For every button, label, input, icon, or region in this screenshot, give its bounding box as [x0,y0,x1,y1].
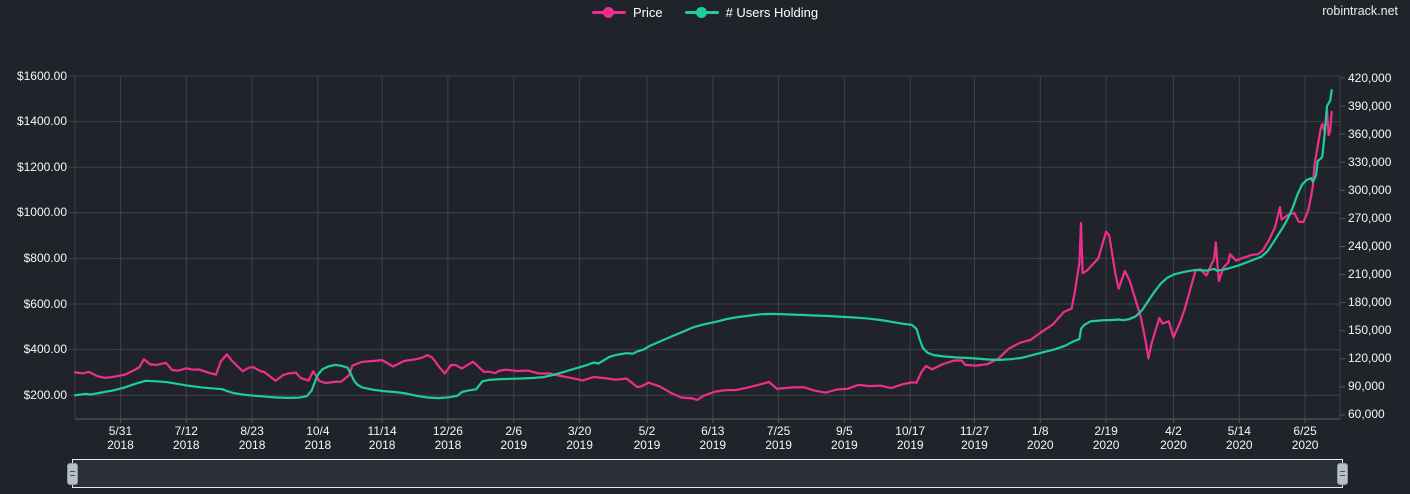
y-axis-right-label: 180,000 [1348,295,1392,310]
users-series-marker-icon [684,6,719,18]
range-selector[interactable] [67,459,1348,488]
y-axis-right-label: 300,000 [1348,182,1392,197]
series-line-users-holding [73,89,1333,400]
watermark-link[interactable]: robintrack.net [1322,4,1398,18]
y-axis-right-label: 270,000 [1348,210,1392,225]
chart-legend: Price # Users Holding [0,2,1410,22]
x-axis-label: 5/14 2020 [1225,424,1253,452]
price-series-marker-icon [591,6,626,18]
y-axis-right-label: 60,000 [1348,407,1385,422]
range-handle-right-icon[interactable] [1337,462,1348,485]
legend-label-price: Price [632,4,663,20]
y-axis-left-label: $1200.00 [16,159,67,174]
y-axis-right-label: 420,000 [1348,70,1392,85]
x-axis-label: 11/14 2018 [367,424,397,452]
y-axis-left-label: $1600.00 [16,68,67,83]
y-axis-right-label: 210,000 [1348,267,1392,282]
x-axis-label: 2/6 2019 [500,424,528,452]
x-axis-label: 10/4 2018 [304,424,332,452]
x-axis-label: 2/19 2020 [1092,424,1120,452]
y-axis-right-label: 150,000 [1348,323,1392,338]
x-axis-label: 11/27 2019 [959,424,990,452]
x-axis-label: 4/2 2020 [1160,424,1187,452]
x-axis-label: 9/5 2019 [831,424,858,452]
y-axis-right-label: 390,000 [1348,98,1392,113]
y-axis-right-label: 240,000 [1348,238,1392,253]
legend-item-users-holding[interactable]: # Users Holding [684,4,819,20]
legend-label-users-holding: # Users Holding [725,4,819,20]
x-axis-label: 5/31 2018 [107,424,134,452]
y-axis-right-label: 90,000 [1348,379,1385,394]
x-axis-label: 3/20 2019 [566,424,593,452]
x-axis-label: 8/23 2018 [238,424,266,452]
y-axis-right-label: 360,000 [1348,126,1392,141]
x-axis-label: 7/12 2018 [172,424,200,452]
y-axis-left-label: $800.00 [23,250,67,265]
x-axis-label: 7/25 2019 [765,424,792,452]
legend-item-price[interactable]: Price [591,4,663,20]
series-line-price [73,109,1333,402]
y-axis-left-label: $400.00 [23,342,67,357]
y-axis-left-label: $200.00 [23,387,67,402]
y-axis-left-label: $1400.00 [16,114,67,129]
x-axis-label: 5/2 2019 [633,424,661,452]
y-axis-left-label: $1000.00 [16,205,67,220]
x-axis-label: 6/25 2020 [1291,424,1319,452]
chart-plot-area[interactable] [0,0,1410,455]
x-axis-label: 6/13 2019 [699,424,727,452]
x-axis-label: 10/17 2019 [895,424,926,452]
range-handle-left-icon[interactable] [67,462,78,485]
x-axis-label: 12/26 2018 [432,424,463,452]
y-axis-left-label: $600.00 [23,296,67,311]
y-axis-right-label: 120,000 [1348,351,1392,366]
y-axis-right-label: 330,000 [1348,154,1392,169]
x-axis-label: 1/8 2020 [1026,424,1054,452]
